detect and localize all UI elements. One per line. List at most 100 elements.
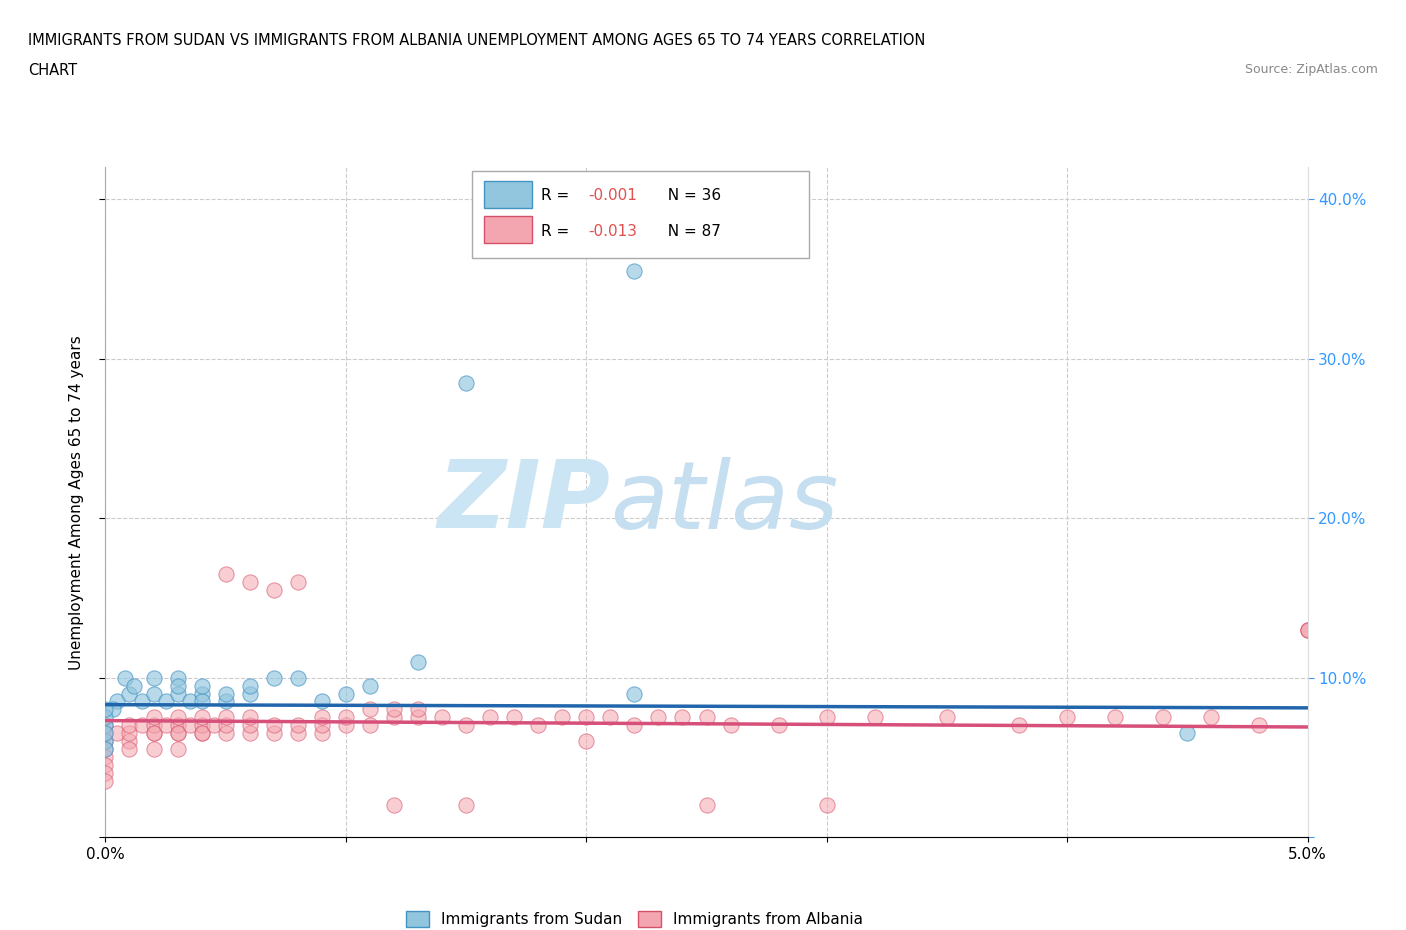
Point xyxy=(166,726,188,741)
Point xyxy=(214,718,236,733)
Point xyxy=(359,678,381,693)
Point xyxy=(335,710,357,724)
Point xyxy=(142,671,165,685)
Point xyxy=(179,718,201,733)
Point xyxy=(239,710,262,724)
Point xyxy=(166,678,188,693)
Point xyxy=(118,742,141,757)
Text: IMMIGRANTS FROM SUDAN VS IMMIGRANTS FROM ALBANIA UNEMPLOYMENT AMONG AGES 65 TO 7: IMMIGRANTS FROM SUDAN VS IMMIGRANTS FROM… xyxy=(28,33,925,47)
Bar xyxy=(472,171,808,258)
Y-axis label: Unemployment Among Ages 65 to 74 years: Unemployment Among Ages 65 to 74 years xyxy=(69,335,84,670)
Point xyxy=(114,671,136,685)
Text: atlas: atlas xyxy=(610,457,838,548)
Point xyxy=(94,702,117,717)
Point xyxy=(239,678,262,693)
Point xyxy=(815,798,838,813)
Point xyxy=(406,710,429,724)
Point xyxy=(94,758,117,773)
Point xyxy=(1152,710,1174,724)
Point xyxy=(94,726,117,741)
Point xyxy=(190,694,212,709)
Legend: Immigrants from Sudan, Immigrants from Albania: Immigrants from Sudan, Immigrants from A… xyxy=(399,905,869,930)
Point xyxy=(720,718,742,733)
Point xyxy=(190,710,212,724)
FancyBboxPatch shape xyxy=(484,180,533,207)
Text: -0.001: -0.001 xyxy=(589,188,637,203)
Point xyxy=(118,718,141,733)
Point xyxy=(335,718,357,733)
Point xyxy=(239,726,262,741)
Point xyxy=(1056,710,1078,724)
Point xyxy=(359,702,381,717)
Point xyxy=(311,718,333,733)
Point xyxy=(190,686,212,701)
Text: R =: R = xyxy=(541,188,574,203)
Point xyxy=(179,694,201,709)
Point xyxy=(142,686,165,701)
Text: N = 87: N = 87 xyxy=(658,223,721,238)
Point xyxy=(623,718,645,733)
Point xyxy=(311,694,333,709)
Text: ZIP: ZIP xyxy=(437,457,610,548)
Point xyxy=(1296,622,1319,637)
Point xyxy=(696,798,718,813)
Point xyxy=(671,710,693,724)
Point xyxy=(454,718,477,733)
Point xyxy=(142,726,165,741)
Point xyxy=(406,654,429,669)
Point xyxy=(647,710,669,724)
Point xyxy=(696,710,718,724)
Point xyxy=(214,566,236,581)
Text: -0.013: -0.013 xyxy=(589,223,638,238)
Point xyxy=(263,726,285,741)
Point xyxy=(1296,622,1319,637)
Point xyxy=(94,742,117,757)
Point xyxy=(142,710,165,724)
Point xyxy=(382,798,405,813)
Point xyxy=(101,702,124,717)
Point xyxy=(1175,726,1198,741)
Point xyxy=(94,765,117,780)
Point xyxy=(94,710,117,724)
Point xyxy=(263,582,285,597)
Point xyxy=(1249,718,1271,733)
Point xyxy=(131,718,153,733)
Point xyxy=(166,710,188,724)
Point xyxy=(239,718,262,733)
Point xyxy=(166,686,188,701)
Point xyxy=(623,263,645,278)
Point xyxy=(166,671,188,685)
Point xyxy=(107,726,129,741)
Point xyxy=(94,718,117,733)
Point xyxy=(214,726,236,741)
Point xyxy=(94,726,117,741)
Point xyxy=(239,575,262,590)
Text: N = 36: N = 36 xyxy=(658,188,721,203)
Point xyxy=(863,710,886,724)
Point xyxy=(623,686,645,701)
Point xyxy=(527,718,550,733)
Point xyxy=(166,742,188,757)
Point xyxy=(599,710,621,724)
Point xyxy=(94,742,117,757)
Point xyxy=(190,726,212,741)
Point xyxy=(287,575,309,590)
Text: R =: R = xyxy=(541,223,574,238)
Text: Source: ZipAtlas.com: Source: ZipAtlas.com xyxy=(1244,63,1378,76)
Point xyxy=(575,734,598,749)
Point xyxy=(124,678,146,693)
Point xyxy=(190,718,212,733)
Point xyxy=(263,718,285,733)
Point xyxy=(94,718,117,733)
Point xyxy=(214,710,236,724)
Point xyxy=(1296,622,1319,637)
Point xyxy=(454,375,477,390)
Point xyxy=(118,726,141,741)
Point xyxy=(382,702,405,717)
Point xyxy=(166,726,188,741)
FancyBboxPatch shape xyxy=(484,217,533,243)
Point xyxy=(1008,718,1031,733)
Point xyxy=(503,710,526,724)
Point xyxy=(94,774,117,789)
Point xyxy=(142,742,165,757)
